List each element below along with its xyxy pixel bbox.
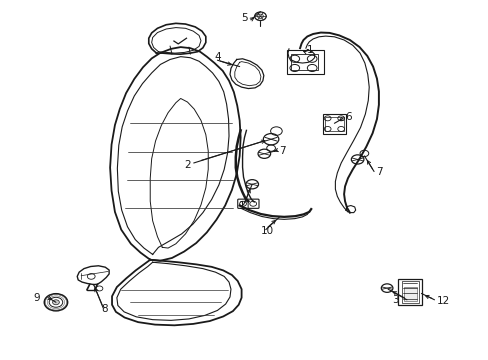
Text: 2: 2 (183, 160, 190, 170)
Text: 5: 5 (241, 13, 248, 23)
Circle shape (53, 300, 59, 305)
FancyBboxPatch shape (397, 279, 421, 306)
FancyBboxPatch shape (322, 114, 346, 134)
Text: 12: 12 (435, 296, 449, 306)
Text: 7: 7 (375, 167, 382, 177)
Text: 8: 8 (101, 304, 107, 314)
Circle shape (257, 14, 263, 18)
Text: 7: 7 (279, 146, 285, 156)
Text: 3: 3 (392, 295, 398, 305)
Text: 11: 11 (238, 201, 251, 211)
FancyBboxPatch shape (403, 287, 416, 301)
Text: 1: 1 (306, 45, 312, 55)
FancyBboxPatch shape (237, 199, 259, 208)
FancyBboxPatch shape (401, 282, 418, 303)
Text: 6: 6 (345, 112, 351, 122)
FancyBboxPatch shape (286, 50, 323, 75)
FancyBboxPatch shape (325, 117, 343, 131)
Text: 10: 10 (261, 226, 273, 237)
FancyBboxPatch shape (291, 54, 318, 71)
Text: 4: 4 (214, 51, 221, 62)
Text: 9: 9 (34, 293, 41, 303)
